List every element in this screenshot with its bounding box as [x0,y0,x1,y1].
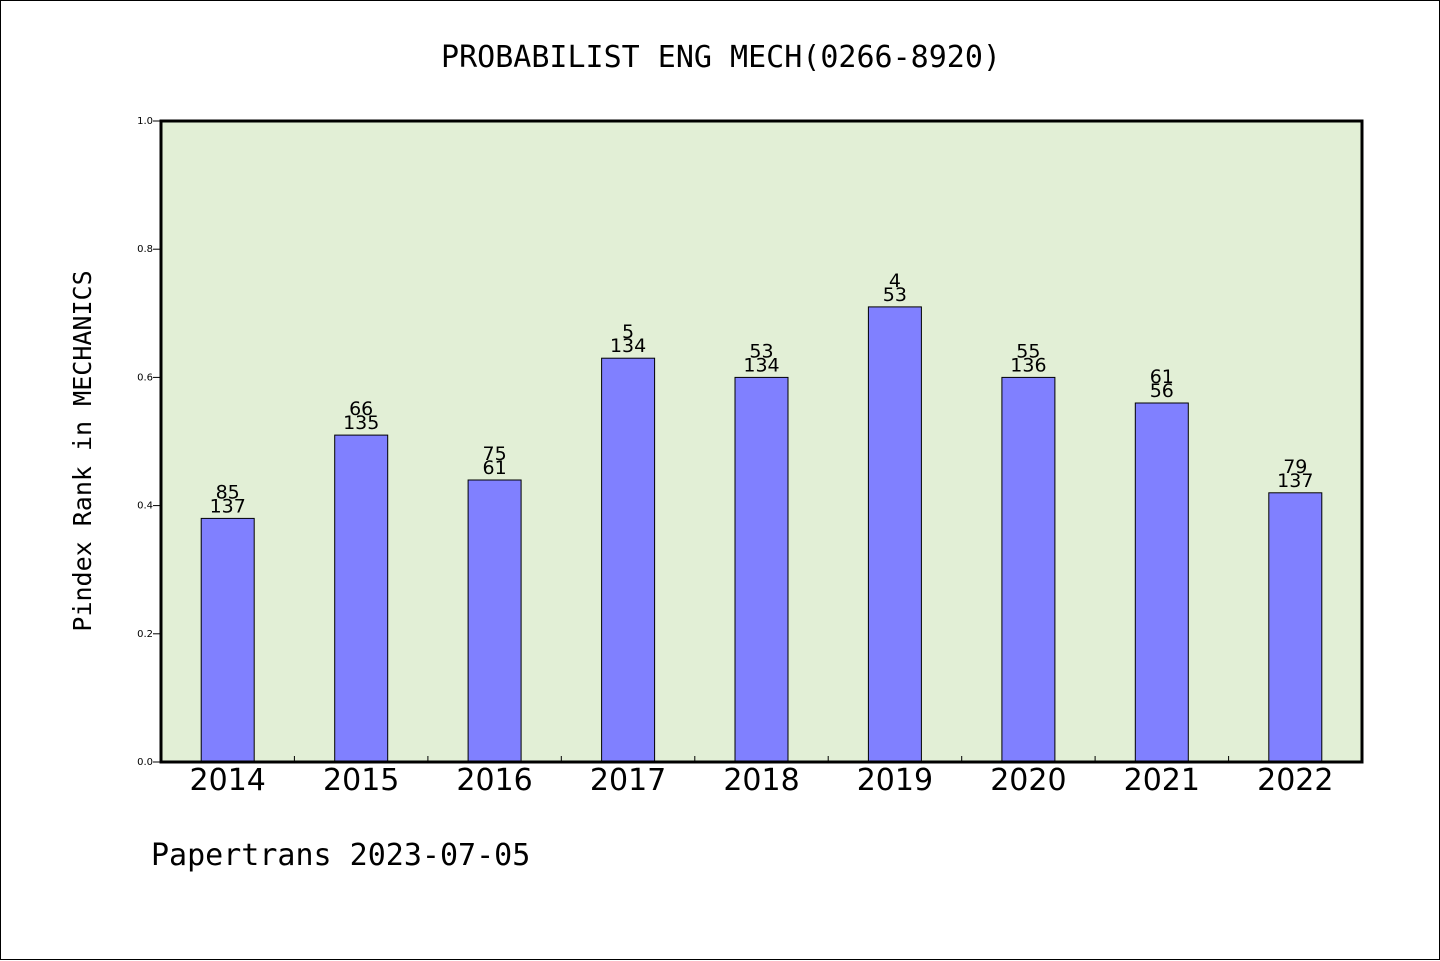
y-tick-label: 0.2 [137,629,153,640]
x-tick-label-2022: 2022 [1257,763,1333,798]
bar-label-bottom-2017: 134 [610,335,646,357]
bar-2015 [334,434,389,763]
bar-2014 [200,517,255,763]
bar-2017 [601,357,656,763]
bar-label-top-2022: 79 [1283,456,1307,478]
bar-label-top-2014: 85 [216,481,240,503]
x-tick-label-2014: 2014 [190,763,266,798]
y-tick-label: 0.0 [137,757,153,768]
y-tick-label: 0.4 [137,501,153,512]
x-tick-label-2018: 2018 [723,763,799,798]
x-tick-label-2017: 2017 [590,763,666,798]
bar-label-top-2016: 75 [483,443,507,465]
bar-label-bottom-2022: 137 [1277,470,1313,492]
bar-2021 [1134,402,1189,763]
bar-2016 [467,479,522,763]
bar-label-top-2015: 66 [349,398,373,420]
x-tick-label-2016: 2016 [456,763,532,798]
bar-label-bottom-2021: 56 [1150,380,1174,402]
bar-label-top-2018: 53 [749,340,773,362]
chart-title: PROBABILIST ENG MECH(0266-8920) [441,40,1001,75]
bar-label-top-2017: 5 [622,321,634,343]
y-tick-label: 0.8 [137,244,153,255]
x-tick-label-2019: 2019 [857,763,933,798]
plot-border [159,119,1364,764]
bar-label-bottom-2015: 135 [343,412,379,434]
bar-label-top-2019: 4 [889,270,901,292]
bar-label-bottom-2019: 53 [883,284,907,306]
axis-layer: 2014 2015 2016 2017 2018 2019 2020 2021 2022 0.0 0… [137,116,1333,798]
x-tick-label-2020: 2020 [990,763,1066,798]
footer-credit: Papertrans 2023-07-05 [151,838,530,873]
bar-label-bottom-2016: 61 [483,457,507,479]
y-tick-label: 1.0 [137,116,153,127]
bar-label-bottom-2018: 134 [743,354,779,376]
bar-label-bottom-2014: 137 [210,495,246,517]
bar-label-bottom-2020: 136 [1010,354,1046,376]
bar-label-top-2021: 61 [1150,366,1174,388]
bar-2020 [1001,376,1056,763]
bar-2019 [867,306,922,763]
x-tick-label-2021: 2021 [1124,763,1200,798]
bar-2022 [1268,492,1323,763]
x-tick-label-2015: 2015 [323,763,399,798]
y-axis-label: Pindex Rank in MECHANICS [68,270,97,631]
y-tick-label: 0.6 [137,372,153,383]
bar-2018 [734,376,789,763]
bar-label-top-2020: 55 [1016,340,1040,362]
